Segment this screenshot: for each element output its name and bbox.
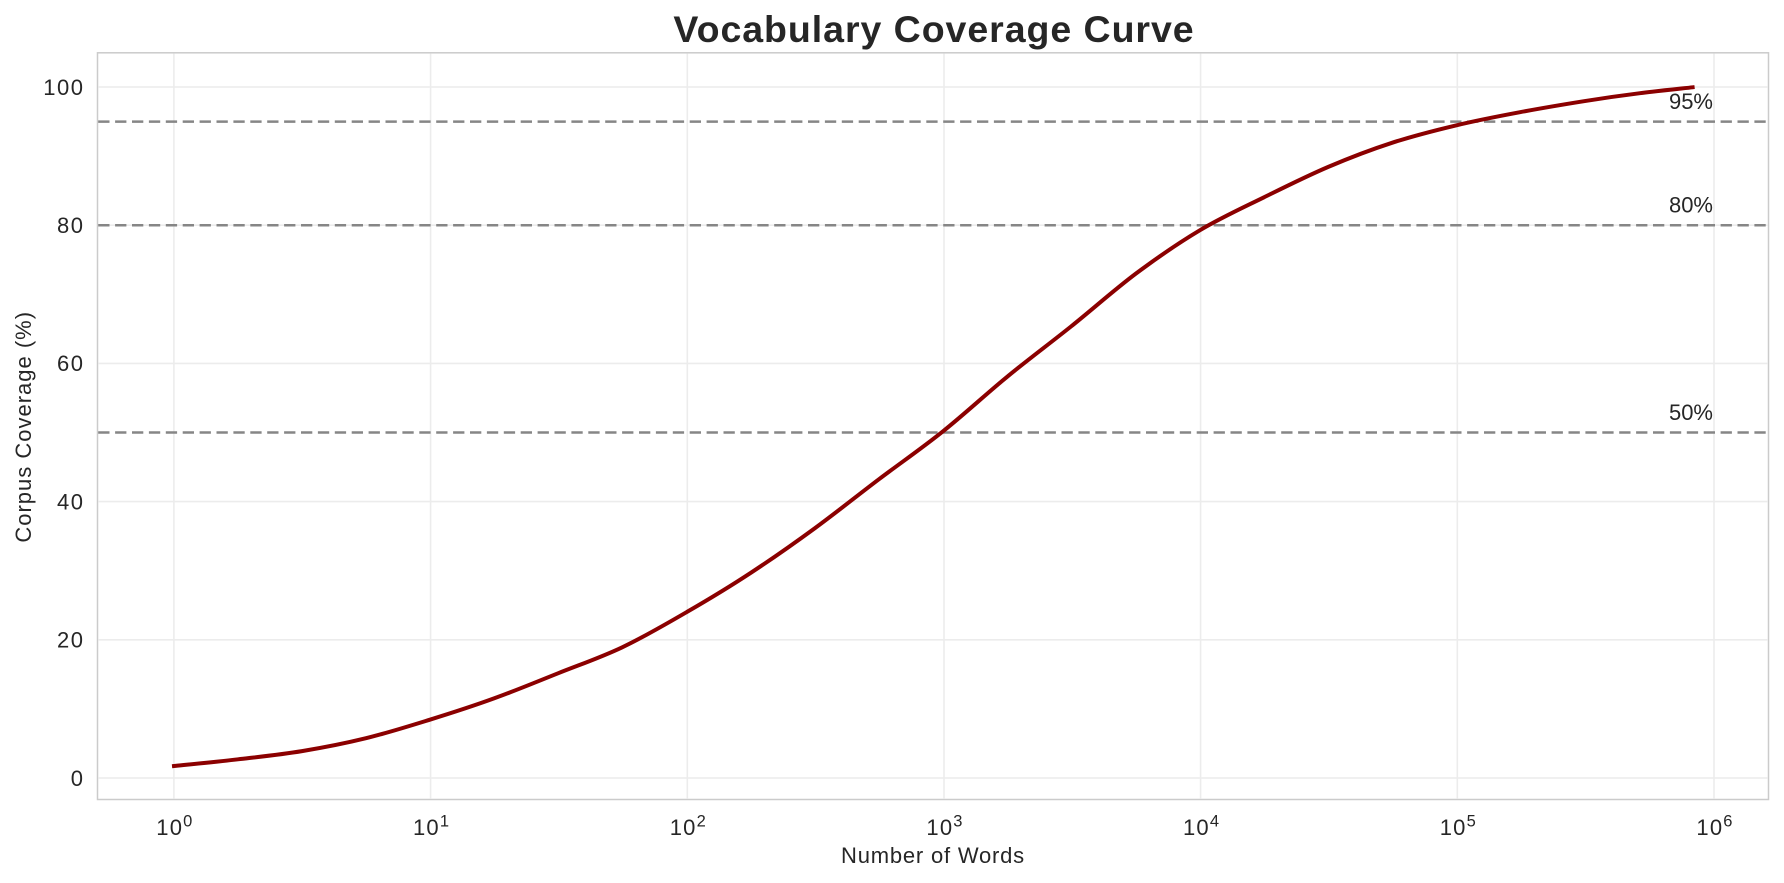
svg-text:102: 102	[670, 813, 706, 841]
svg-text:80: 80	[57, 213, 84, 238]
svg-text:80%: 80%	[1669, 193, 1713, 218]
svg-text:50%: 50%	[1669, 400, 1713, 425]
svg-text:Number of Words: Number of Words	[841, 843, 1025, 868]
svg-text:Corpus Coverage (%): Corpus Coverage (%)	[11, 311, 36, 543]
svg-text:103: 103	[926, 813, 962, 841]
svg-text:40: 40	[57, 489, 84, 514]
svg-text:105: 105	[1440, 813, 1476, 841]
svg-text:95%: 95%	[1669, 89, 1713, 114]
svg-text:101: 101	[413, 813, 449, 841]
svg-text:0: 0	[71, 766, 85, 791]
svg-text:Vocabulary Coverage Curve: Vocabulary Coverage Curve	[673, 8, 1194, 50]
svg-text:60: 60	[57, 351, 84, 376]
svg-text:100: 100	[43, 75, 84, 100]
svg-text:100: 100	[156, 813, 192, 841]
svg-text:104: 104	[1183, 813, 1219, 841]
svg-text:20: 20	[57, 628, 84, 653]
svg-text:106: 106	[1696, 813, 1732, 841]
